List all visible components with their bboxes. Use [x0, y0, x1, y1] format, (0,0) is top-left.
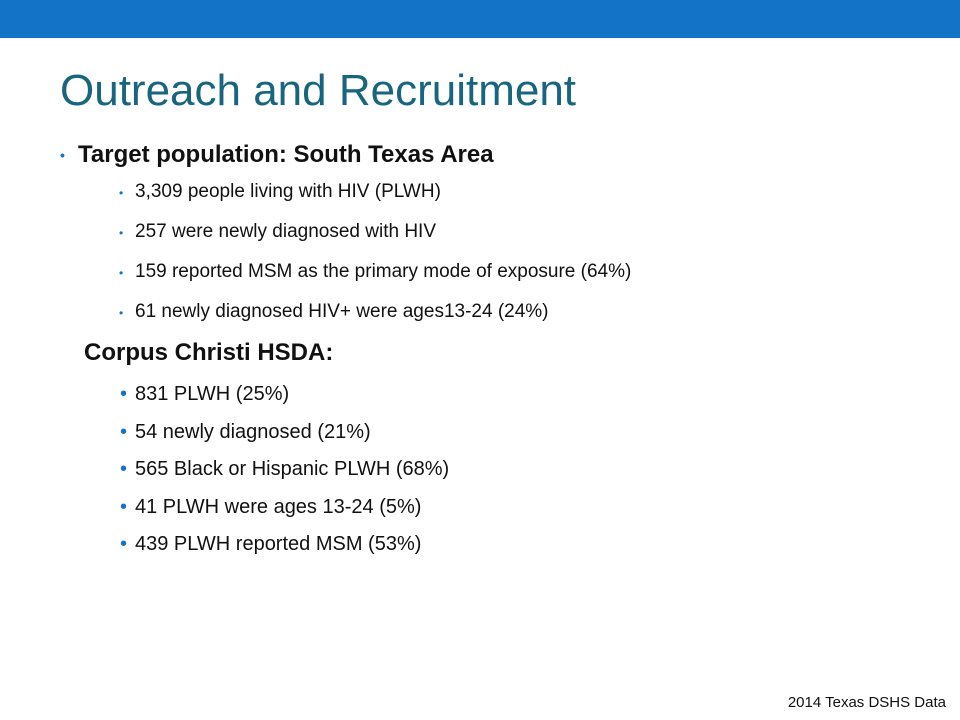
- text: 831 PLWH (25%): [135, 383, 290, 405]
- bullet: •: [60, 147, 65, 163]
- list-item: • 257 were newly diagnosed with HIV: [119, 221, 437, 243]
- slide-title: Outreach and Recruitment: [60, 66, 577, 115]
- bullet: •: [119, 306, 124, 320]
- list-item: • 3,309 people living with HIV (PLWH): [119, 181, 441, 203]
- heading: Corpus Christi HSDA:: [84, 339, 333, 367]
- bullet: •: [119, 226, 124, 240]
- text: Target population: South Texas Area: [78, 141, 494, 168]
- text: 565 Black or Hispanic PLWH (68%): [135, 458, 450, 480]
- bullet: •: [120, 458, 128, 480]
- bullet: •: [119, 186, 124, 200]
- list-item: • 159 reported MSM as the primary mode of…: [119, 261, 632, 283]
- text: 54 newly diagnosed (21%): [135, 420, 371, 443]
- text: 41 PLWH were ages 13-24 (5%): [135, 495, 422, 518]
- text: 3,309 people living with HIV (PLWH): [135, 181, 441, 202]
- list-item: • 565 Black or Hispanic PLWH (68%): [120, 458, 450, 481]
- bullet: •: [120, 495, 128, 518]
- text: 159 reported MSM as the primary mode of …: [135, 261, 632, 282]
- top-bar: [0, 0, 960, 38]
- bullet: •: [119, 266, 124, 280]
- list-item: • 439 PLWH reported MSM (53%): [120, 533, 422, 556]
- footer: 2014 Texas DSHS Data: [787, 694, 946, 711]
- list-item: • 41 PLWH were ages 13-24 (5%): [120, 495, 422, 519]
- bullet: •: [120, 533, 128, 555]
- text: 439 PLWH reported MSM (53%): [135, 533, 422, 555]
- text: 257 were newly diagnosed with HIV: [135, 221, 437, 242]
- text: Corpus Christi HSDA:: [84, 339, 334, 366]
- list-item: • 54 newly diagnosed (21%): [120, 420, 371, 444]
- heading: • Target population: South Texas Area: [60, 141, 494, 169]
- bullet: •: [120, 420, 128, 443]
- text: 61 newly diagnosed HIV+ were ages13-24 (…: [135, 301, 549, 322]
- bullet: •: [120, 383, 128, 405]
- list-item: • 831 PLWH (25%): [120, 383, 290, 406]
- list-item: • 61 newly diagnosed HIV+ were ages13-24 …: [119, 301, 549, 323]
